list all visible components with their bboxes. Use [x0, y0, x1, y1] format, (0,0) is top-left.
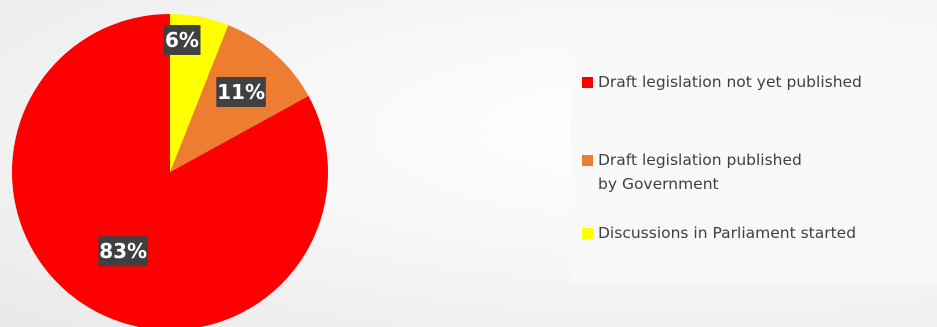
data-label-background — [163, 24, 201, 55]
legend-item-parliament-started: Discussions in Parliament started — [582, 221, 898, 245]
legend-label: Draft legislation published by Governmen… — [598, 151, 802, 193]
legend-item-not-yet-published: Draft legislation not yet published — [582, 70, 898, 94]
pie-slice — [12, 14, 328, 327]
data-label-background — [216, 76, 266, 107]
legend-item-published-by-government: Draft legislation published by Governmen… — [582, 148, 808, 196]
legend-label: Discussions in Parliament started — [598, 224, 857, 242]
legend-swatch — [582, 77, 593, 88]
legend-swatch — [582, 155, 593, 166]
data-label: 11% — [217, 80, 265, 104]
pie-data-labels: 83% 11% 6% — [98, 24, 266, 267]
data-label: 6% — [165, 28, 199, 52]
data-label-background — [98, 236, 148, 267]
pie-slices — [12, 14, 328, 327]
data-label: 83% — [99, 239, 147, 263]
chart-legend: Draft legislation not yet published Draf… — [570, 40, 937, 283]
legend-swatch — [582, 228, 593, 239]
legend-label: Draft legislation not yet published — [598, 73, 862, 91]
